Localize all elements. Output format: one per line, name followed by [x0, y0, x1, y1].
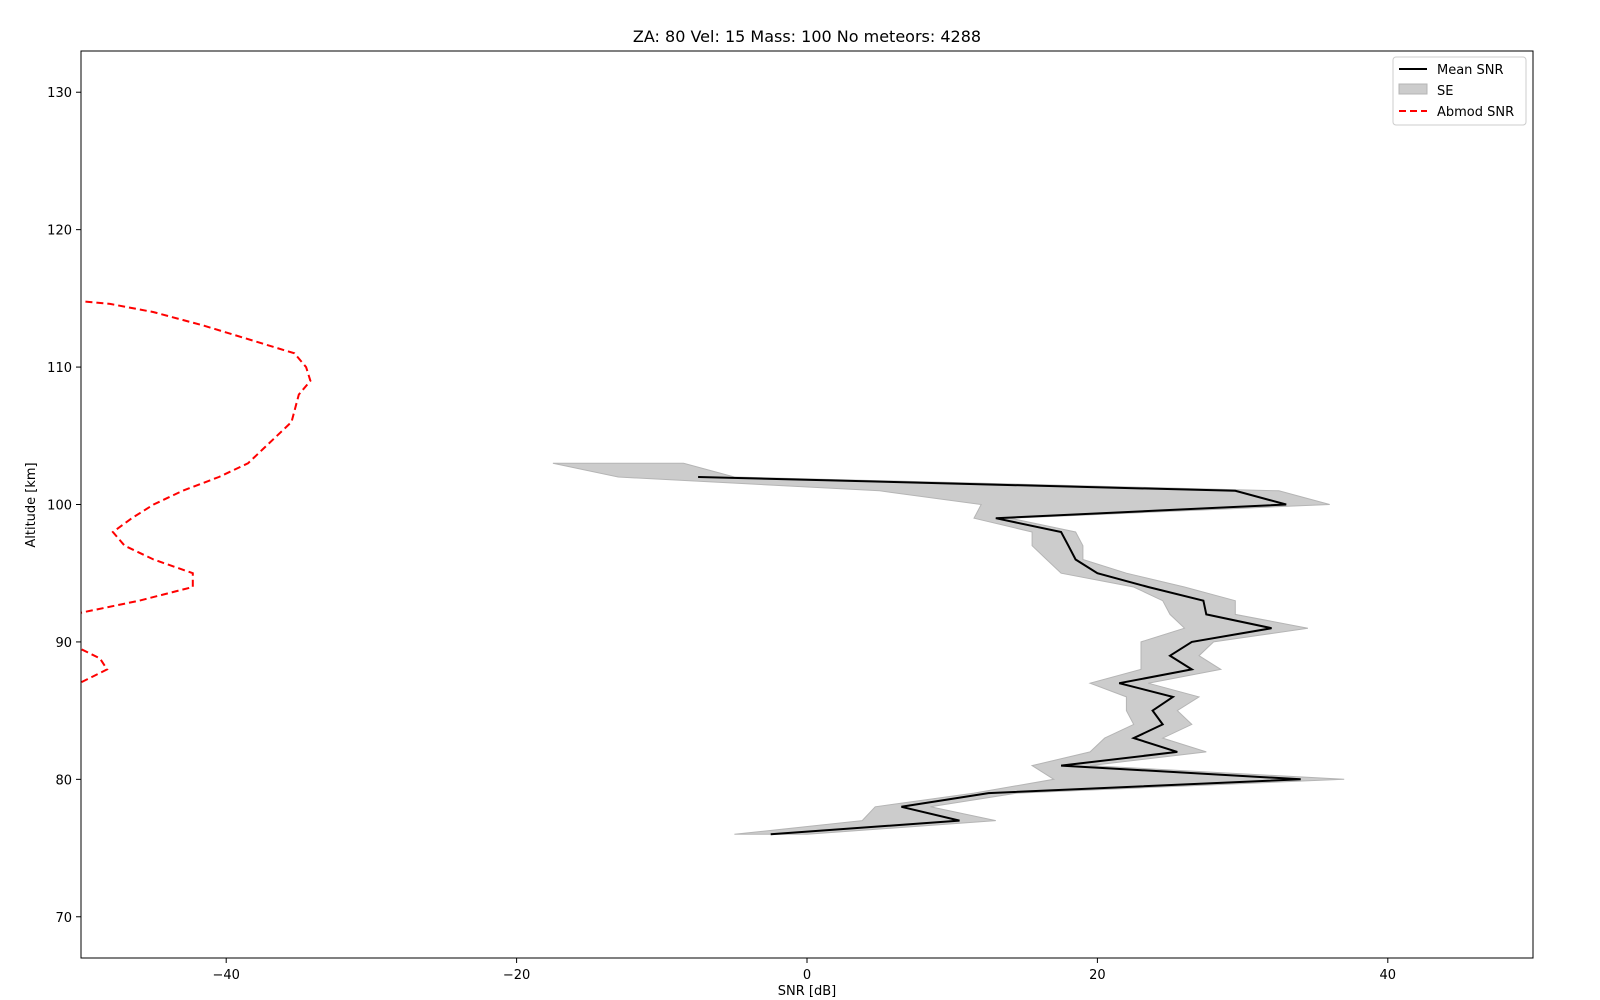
abmod-snr-line	[81, 300, 312, 684]
x-tick-label: −40	[212, 968, 239, 983]
legend-box	[1392, 56, 1527, 126]
legend-se-swatch	[1398, 83, 1428, 95]
y-tick-label: 100	[47, 499, 72, 514]
y-tick-label: 90	[55, 636, 72, 651]
y-tick-label: 70	[55, 911, 72, 926]
x-tick-label: −20	[503, 968, 530, 983]
legend-mean-snr-label: Mean SNR	[1437, 63, 1504, 78]
y-axis: 70 80 90 100 110 120 130	[47, 86, 81, 926]
y-tick-label: 130	[47, 86, 72, 101]
x-axis-label: SNR [dB]	[778, 984, 836, 999]
y-tick-label: 80	[55, 773, 72, 788]
legend: Mean SNR SE Abmod SNR	[1392, 56, 1527, 126]
x-tick-label: 40	[1380, 968, 1397, 983]
y-tick-label: 110	[47, 361, 72, 376]
x-tick-label: 20	[1089, 968, 1106, 983]
legend-se-label: SE	[1437, 84, 1453, 99]
se-band	[552, 462, 1345, 835]
x-axis: −40 −20 0 20 40	[212, 958, 1396, 983]
legend-abmod-snr-label: Abmod SNR	[1437, 105, 1514, 120]
x-tick-label: 0	[803, 968, 811, 983]
y-tick-label: 120	[47, 224, 72, 239]
y-axis-label: Altitude [km]	[24, 462, 39, 547]
chart-title: ZA: 80 Vel: 15 Mass: 100 No meteors: 428…	[633, 27, 981, 46]
mean-snr-line	[698, 476, 1301, 836]
